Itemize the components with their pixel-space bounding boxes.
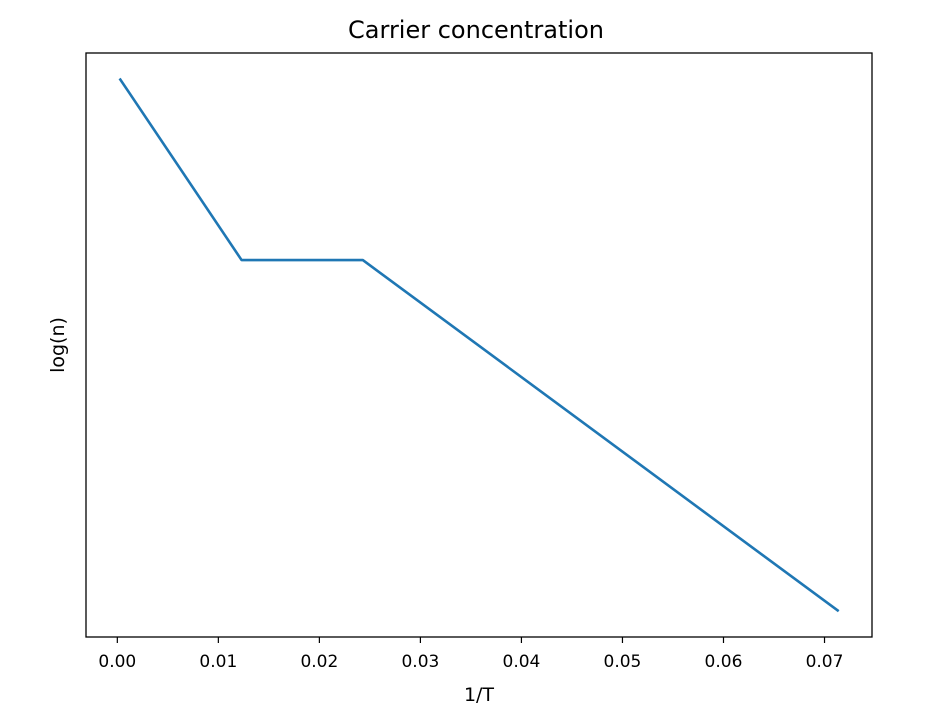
x-axis-label: 1/T	[464, 684, 494, 706]
series-line-0	[118, 77, 840, 613]
axes-frame	[85, 52, 873, 638]
x-tick-label: 0.01	[199, 652, 237, 672]
plot-area	[118, 77, 840, 613]
x-axis: 0.00 0.01 0.02 0.03 0.04 0.05 0.06 0.07	[98, 637, 843, 672]
y-axis-label: log(n)	[47, 317, 69, 373]
x-tick-label: 0.02	[300, 652, 338, 672]
chart-title: Carrier concentration	[348, 16, 604, 44]
x-tick-label: 0.07	[806, 652, 844, 672]
x-tick-label: 0.06	[705, 652, 743, 672]
x-tick-label: 0.03	[401, 652, 439, 672]
x-tick-label: 0.05	[604, 652, 642, 672]
x-tick-label: 0.04	[503, 652, 541, 672]
x-tick-label: 0.00	[98, 652, 136, 672]
